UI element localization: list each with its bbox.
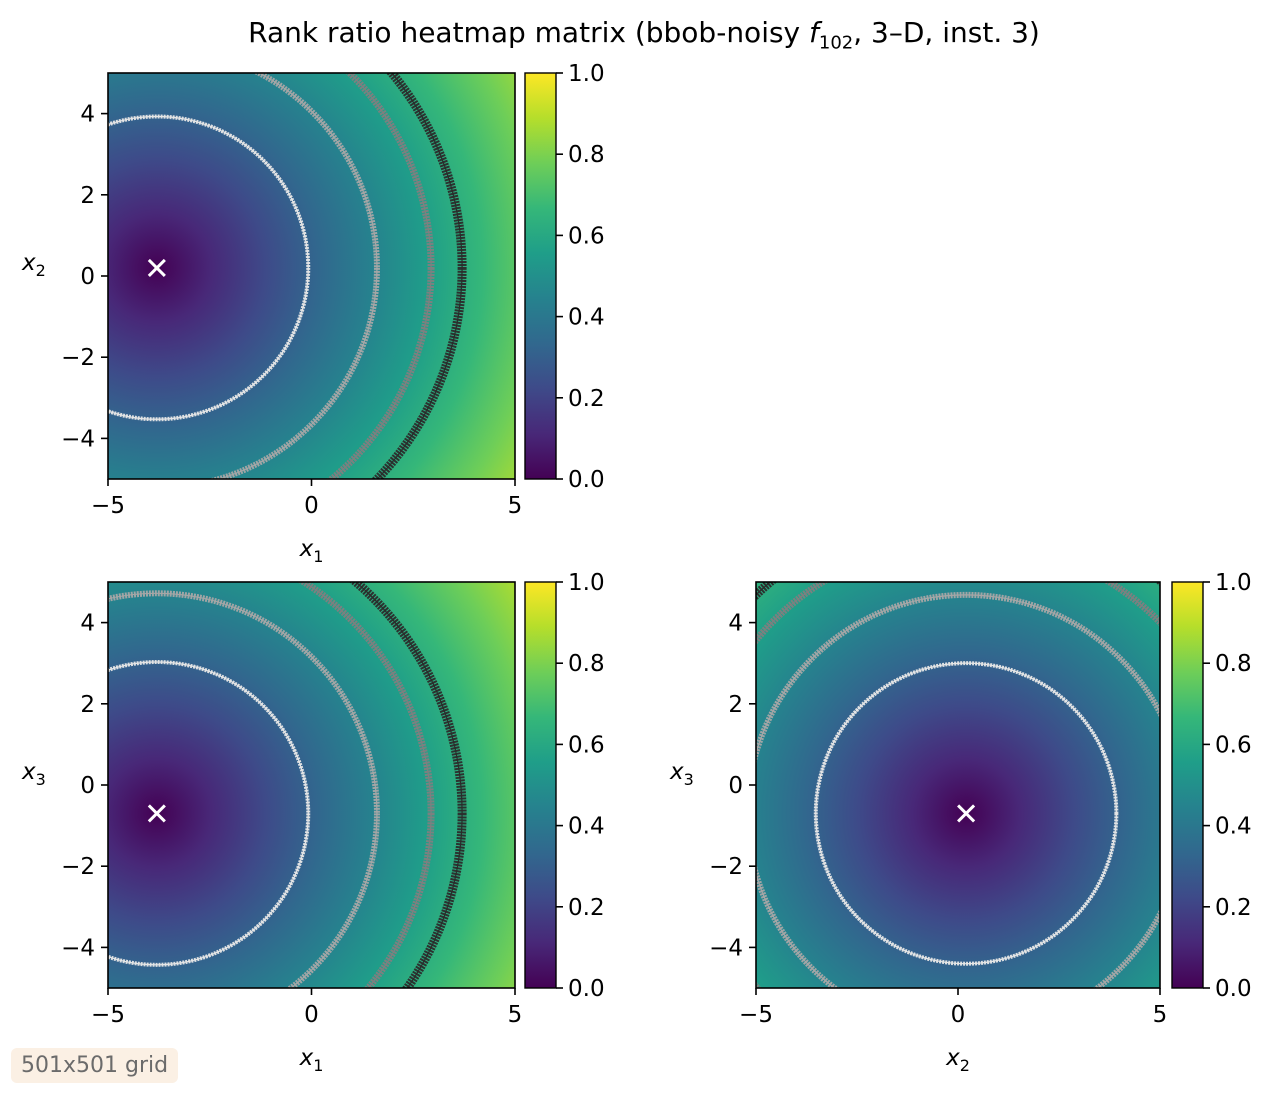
colorbar-tick-label: 0.4 — [568, 814, 605, 840]
colorbar-tick-label: 0.8 — [568, 651, 605, 677]
contour-line-0.25 — [108, 115, 309, 420]
x-tick-label: 5 — [508, 493, 523, 519]
figure-title-func-sub: 102 — [818, 32, 854, 54]
y-tick-label: 4 — [728, 611, 743, 637]
y-tick-label: 4 — [80, 102, 95, 128]
y-axis-label-sub: 3 — [684, 770, 694, 789]
y-tick-label: −4 — [709, 935, 743, 961]
contour-line-0.25 — [815, 662, 1117, 965]
x-axis-label-var: x — [945, 1045, 960, 1071]
x-axis-label: x1 — [299, 536, 324, 566]
x-tick-label: 0 — [951, 1002, 966, 1028]
grid-size-badge: 501x501 grid — [11, 1048, 179, 1083]
optimum-marker-stroke-b — [147, 804, 166, 823]
colorbar-gradient — [524, 581, 557, 989]
y-tick-label: −4 — [61, 426, 95, 452]
y-axis-label-sub: 2 — [36, 261, 46, 280]
colorbar-tick-label: 0.2 — [568, 895, 605, 921]
y-axis-label-var: x — [21, 250, 36, 276]
x-axis-label-sub: 1 — [313, 547, 323, 566]
heatmap-area — [756, 582, 1160, 988]
y-tick-label: 0 — [80, 773, 95, 799]
contour-line-0.75 — [302, 582, 432, 988]
colorbar-tick-label: 0.6 — [568, 223, 605, 249]
contour-line-0.5 — [756, 594, 1160, 988]
y-tick-label: −4 — [61, 935, 95, 961]
colorbar-tick-label: 1.0 — [1215, 570, 1252, 596]
x-tick-label: 5 — [1153, 1002, 1168, 1028]
colorbar-tick-label: 0.0 — [1215, 976, 1252, 1002]
contour-line-0.25 — [108, 661, 309, 966]
colorbar-tick-label: 0.0 — [568, 467, 605, 493]
heatmap-area — [108, 73, 515, 479]
y-axis-label-var: x — [21, 759, 36, 785]
y-tick-label: −2 — [61, 345, 95, 371]
colorbar-tick-label: 0.2 — [568, 386, 605, 412]
figure-title-prefix: Rank ratio heatmap matrix (bbob-noisy — [248, 16, 810, 49]
x-axis-label-sub: 1 — [313, 1056, 323, 1075]
y-axis-label: x2 — [21, 250, 46, 280]
x-tick-label: −5 — [91, 1002, 125, 1028]
heatmap-field — [108, 582, 515, 988]
optimum-marker — [147, 258, 166, 277]
y-axis-label-sub: 3 — [36, 770, 46, 789]
colorbar-tick-label: 0.0 — [568, 976, 605, 1002]
x-tick-label: 0 — [304, 493, 319, 519]
optimum-marker-stroke-b — [147, 258, 166, 277]
optimum-marker-stroke-b — [957, 804, 976, 823]
figure-title: Rank ratio heatmap matrix (bbob-noisy f1… — [0, 16, 1288, 54]
colorbar-tick-label: 0.6 — [1215, 732, 1252, 758]
colorbar: 0.0 0.2 0.4 0.6 0.8 1.0 — [524, 570, 605, 1002]
colorbar: 0.0 0.2 0.4 0.6 0.8 1.0 — [1171, 570, 1252, 1002]
y-axis-label: x3 — [669, 759, 694, 789]
contour-line-0.9 — [376, 73, 463, 479]
x-tick-label: −5 — [91, 493, 125, 519]
colorbar-tick-label: 0.2 — [1215, 895, 1252, 921]
heatmap-area — [108, 582, 515, 988]
contour-line-0.5 — [108, 592, 378, 988]
contour-line-0.9 — [354, 582, 463, 988]
x-axis-label: x2 — [945, 1045, 970, 1075]
optimum-marker — [957, 804, 976, 823]
y-axis-label-var: x — [669, 759, 684, 785]
y-tick-label: 0 — [80, 264, 95, 290]
y-tick-label: 2 — [80, 692, 95, 718]
colorbar-tick-label: 0.8 — [568, 142, 605, 168]
optimum-marker — [147, 804, 166, 823]
contour-line-0.5 — [216, 73, 378, 479]
x-axis-label-var: x — [299, 536, 314, 562]
y-tick-label: −2 — [61, 854, 95, 880]
colorbar-tick-label: 0.4 — [568, 305, 605, 331]
y-axis-label: x3 — [21, 759, 46, 789]
y-tick-label: 2 — [728, 692, 743, 718]
figure-title-suffix: , 3–D, inst. 3) — [853, 16, 1040, 49]
colorbar-tick-label: 0.4 — [1215, 814, 1252, 840]
contour-line-0.75 — [330, 73, 432, 479]
y-tick-label: −2 — [709, 854, 743, 880]
y-tick-label: 0 — [728, 773, 743, 799]
colorbar-gradient — [1171, 581, 1204, 989]
colorbar-tick-label: 1.0 — [568, 61, 605, 87]
x-tick-label: 0 — [304, 1002, 319, 1028]
x-axis-label-sub: 2 — [960, 1056, 970, 1075]
x-tick-label: −5 — [739, 1002, 773, 1028]
colorbar: 0.0 0.2 0.4 0.6 0.8 1.0 — [524, 61, 605, 493]
heatmap-field — [108, 73, 515, 479]
colorbar-gradient — [524, 72, 557, 480]
colorbar-tick-label: 1.0 — [568, 570, 605, 596]
colorbar-tick-label: 0.6 — [568, 732, 605, 758]
figure-title-func: f — [809, 16, 819, 49]
colorbar-tick-label: 0.8 — [1215, 651, 1252, 677]
x-axis-label-var: x — [299, 1045, 314, 1071]
x-tick-label: 5 — [508, 1002, 523, 1028]
y-tick-label: 4 — [80, 611, 95, 637]
heatmap-field — [756, 582, 1160, 988]
y-tick-label: 2 — [80, 183, 95, 209]
x-axis-label: x1 — [299, 1045, 324, 1075]
